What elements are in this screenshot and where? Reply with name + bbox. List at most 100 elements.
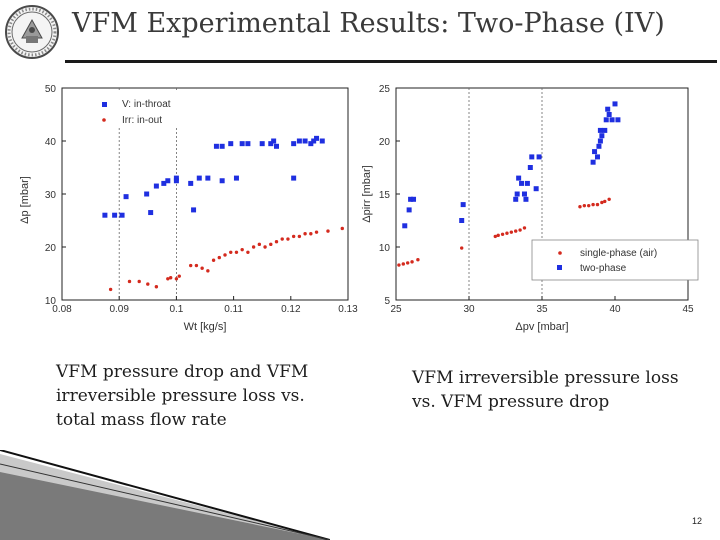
legend-label-red: Irr: in-out <box>122 115 162 126</box>
data-point-square <box>597 138 603 144</box>
data-point-dot <box>514 229 518 233</box>
data-point-square <box>597 127 603 133</box>
data-point-square <box>615 117 621 123</box>
data-point-square <box>123 194 129 200</box>
chart-pressure-vs-massflow: 10 20 30 40 50 0.08 0.09 0.1 0.11 0.12 0.13 V: in… <box>19 84 358 333</box>
x-axis-label: Δpv [mbar] <box>515 321 568 333</box>
data-point-square <box>406 207 412 213</box>
y-tick-label: 50 <box>45 84 57 95</box>
data-point-dot <box>303 232 307 236</box>
data-point-square <box>213 143 219 149</box>
data-point-dot <box>217 255 221 260</box>
data-point-dot <box>274 240 279 244</box>
data-point-dot <box>600 200 604 205</box>
data-point-dot <box>223 253 227 257</box>
data-point-dot <box>189 263 193 268</box>
x-tick-label: 35 <box>536 304 548 315</box>
data-point-square <box>302 138 308 144</box>
y-axis-label: Δpirr [mbar] <box>361 165 373 222</box>
data-point-square <box>533 186 539 192</box>
data-point-square <box>274 143 279 149</box>
x-tick-label: 30 <box>463 304 475 315</box>
data-point-square <box>259 141 265 147</box>
chart-irreversible-vs-dpv: 5 10 15 20 25 25 30 35 40 45 single-phase (air) … <box>361 84 699 333</box>
data-point-square <box>606 112 612 117</box>
legend-box <box>531 239 699 281</box>
data-point-dot <box>263 245 267 249</box>
data-point-square <box>612 101 618 107</box>
data-point-dot <box>578 205 582 209</box>
data-point-dot <box>108 287 113 292</box>
data-point-dot <box>200 266 204 270</box>
y-axis-label: Δp [mbar] <box>19 176 31 224</box>
data-point-square <box>592 149 598 155</box>
legend-box <box>90 92 188 128</box>
caption-left: VFM pressure drop and VFM irreversible p… <box>56 362 309 430</box>
data-point-dot <box>206 269 210 273</box>
university-seal-logo <box>5 5 59 59</box>
legend-marker-red <box>558 251 562 255</box>
legend-label-blue: V: in-throat <box>122 99 171 110</box>
data-point-dot <box>595 202 600 207</box>
data-point-square <box>219 178 225 184</box>
data-point-square <box>233 175 239 181</box>
data-point-square <box>161 180 167 186</box>
x-tick-label: 25 <box>390 304 402 315</box>
data-point-square <box>603 117 609 123</box>
data-point-square <box>319 138 325 144</box>
x-tick-label: 0.09 <box>109 304 129 315</box>
x-tick-label: 45 <box>682 304 694 315</box>
data-point-dot <box>257 242 262 247</box>
y-tick-label: 10 <box>379 243 391 254</box>
data-point-square <box>314 135 320 141</box>
data-point-dot <box>174 277 179 281</box>
data-point-square <box>165 178 171 184</box>
data-point-square <box>291 175 297 181</box>
data-point-square <box>609 117 615 123</box>
title-divider <box>65 60 717 63</box>
data-point-dot <box>326 229 330 233</box>
data-point-dot <box>410 260 414 264</box>
data-point-square <box>112 212 118 218</box>
data-point-square <box>191 207 197 213</box>
data-point-dot <box>291 234 296 239</box>
corner-decoration <box>0 450 330 540</box>
data-point-dot <box>269 242 273 247</box>
data-point-square <box>296 138 302 144</box>
data-point-dot <box>229 250 233 254</box>
y-tick-label: 40 <box>45 137 57 148</box>
data-point-square <box>514 191 520 197</box>
data-point-square <box>173 175 179 181</box>
data-point-square <box>153 183 159 189</box>
data-point-dot <box>500 232 505 236</box>
data-point-dot <box>280 237 284 241</box>
data-point-square <box>594 154 600 160</box>
x-tick-label: 0.11 <box>224 304 243 315</box>
data-point-square <box>519 180 525 186</box>
data-point-dot <box>314 230 319 234</box>
data-point-square <box>271 138 277 144</box>
data-point-dot <box>234 250 239 254</box>
data-point-dot <box>146 282 150 286</box>
data-point-dot <box>166 277 170 281</box>
data-point-dot <box>246 250 250 254</box>
data-point-square <box>402 223 408 229</box>
data-point-square <box>521 191 527 197</box>
x-axis-label: Wt [kg/s] <box>184 321 227 333</box>
data-point-square <box>527 165 533 170</box>
data-point-dot <box>168 276 173 280</box>
data-point-square <box>228 141 234 147</box>
legend-marker-blue <box>102 102 107 107</box>
caption-right: VFM irreversible pressure loss vs. VFM p… <box>412 368 679 412</box>
legend: single-phase (air) two-phase <box>531 239 699 281</box>
data-point-dot <box>405 261 410 265</box>
data-point-dot <box>397 263 401 267</box>
y-tick-label: 5 <box>384 296 390 307</box>
data-point-square <box>460 202 466 208</box>
y-tick-label: 15 <box>379 190 391 201</box>
y-tick-label: 30 <box>45 190 57 201</box>
legend-label-blue: two-phase <box>580 263 627 274</box>
data-point-dot <box>401 262 405 266</box>
data-point-square <box>245 141 251 147</box>
data-point-square <box>205 175 211 181</box>
